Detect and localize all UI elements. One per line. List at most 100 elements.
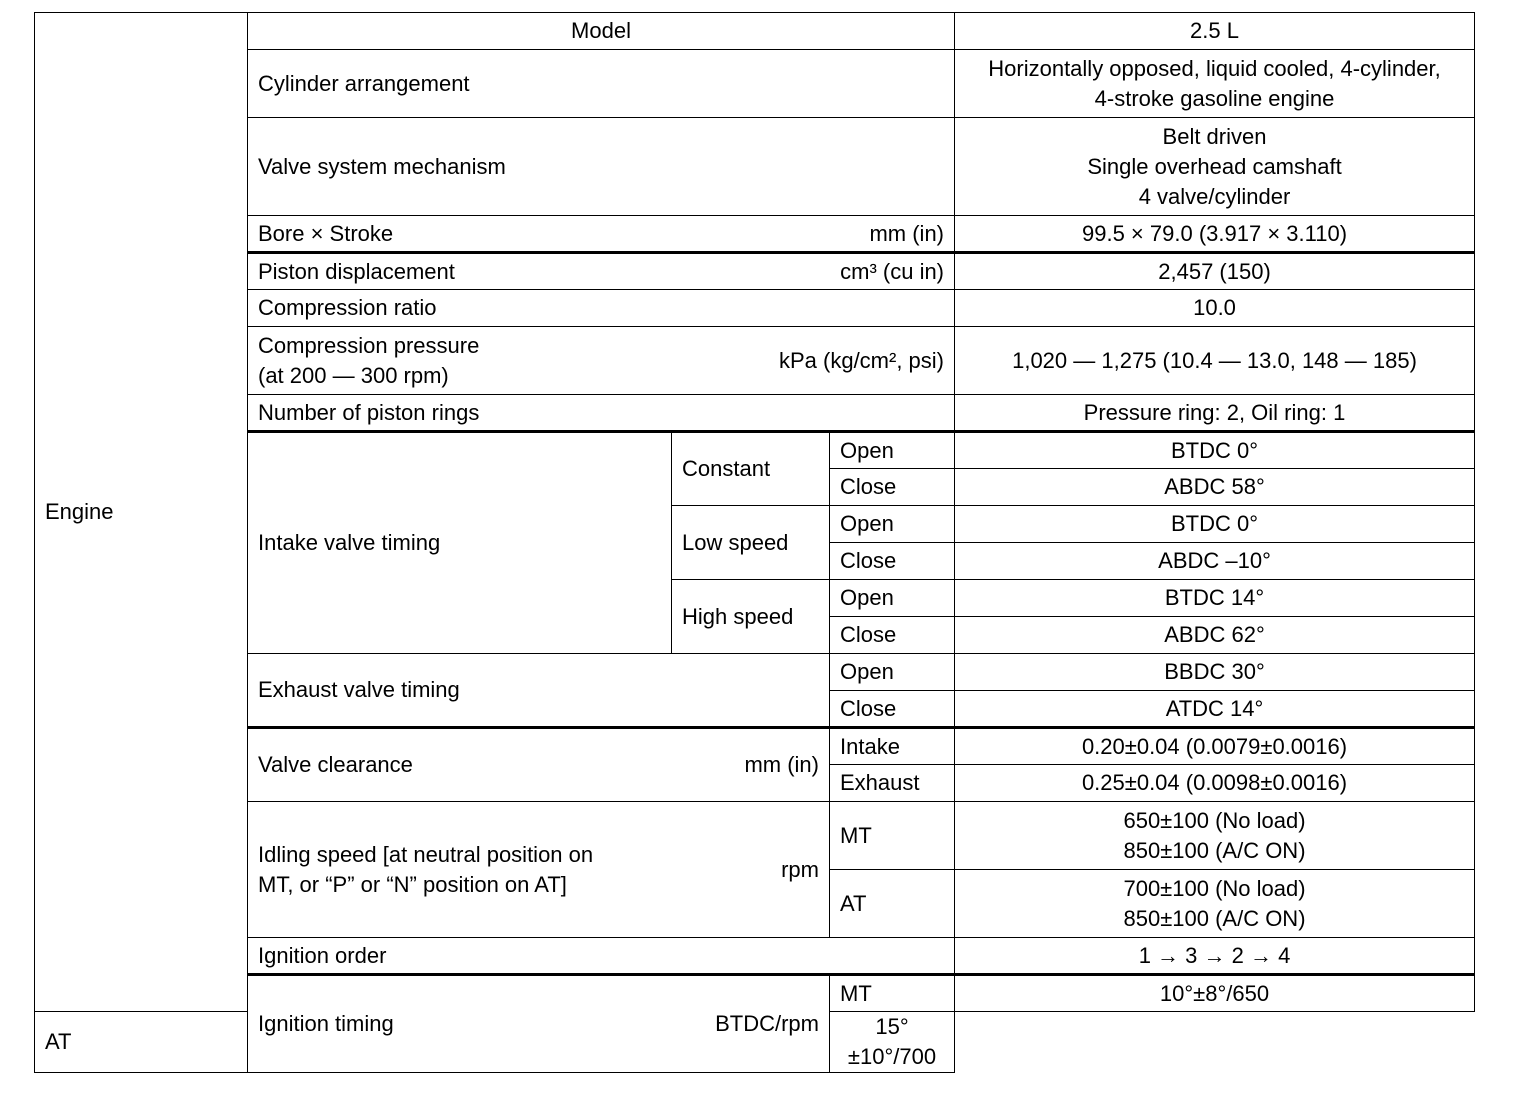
exhaust-value: 0.25±0.04 (0.0098±0.0016) bbox=[954, 764, 1476, 802]
line: 850±100 (A/C ON) bbox=[1123, 905, 1306, 931]
unit: rpm bbox=[781, 856, 819, 882]
label: Piston displacement bbox=[258, 258, 455, 284]
unit: kPa (kg/cm², psi) bbox=[778, 347, 945, 373]
engine-spec-table: Engine Model 2.5 L Cylinder arrangement … bbox=[34, 12, 1476, 1073]
open-value: BTDC 14° bbox=[954, 579, 1476, 617]
row-clearance-exhaust: Exhaust 0.25±0.04 (0.0098±0.0016) bbox=[35, 764, 1476, 802]
bore-label: Bore × Stroke mm (in) bbox=[246, 215, 956, 253]
exhaust-label: Exhaust bbox=[828, 764, 956, 802]
unit: cm³ (cu in) bbox=[840, 258, 945, 284]
row-ignition-mt: Ignition timing BTDC/rpm MT 10°±8°/650 bbox=[35, 973, 1476, 1073]
model-value: 2.5 L bbox=[954, 12, 1476, 50]
valve-clearance-label: Valve clearance mm (in) bbox=[247, 726, 830, 802]
row-bore: Bore × Stroke mm (in) 99.5 × 79.0 (3.917 … bbox=[35, 215, 1476, 253]
row-idling-mt: Idling speed [at neutral position on MT, … bbox=[35, 801, 1476, 938]
line: Single overhead camshaft bbox=[1087, 153, 1342, 179]
mt-label: MT bbox=[828, 973, 956, 1012]
line: (at 200 — 300 rpm) bbox=[258, 362, 449, 388]
open-value: BBDC 30° bbox=[954, 653, 1476, 691]
line: 850±100 (A/C ON) bbox=[1123, 837, 1306, 863]
close-value: ABDC –10° bbox=[954, 542, 1476, 580]
intake-group-label: High speed bbox=[671, 579, 830, 654]
row-ignition-at: AT 15°±10°/700 bbox=[34, 1011, 1475, 1073]
line: Horizontally opposed, liquid cooled, 4-c… bbox=[988, 55, 1441, 81]
row-displacement: Piston displacement cm³ (cu in) 2,457 (15… bbox=[35, 251, 1476, 290]
line: 650±100 (No load) bbox=[1123, 807, 1306, 833]
close-value: ATDC 14° bbox=[954, 690, 1476, 728]
at-label: AT bbox=[34, 1011, 248, 1073]
line: Compression pressure bbox=[258, 332, 480, 358]
label: Bore × Stroke bbox=[258, 220, 394, 246]
open-label: Open bbox=[828, 653, 956, 691]
ignition-mt-value: 10°±8°/650 bbox=[954, 973, 1476, 1012]
row-intake-high-open: High speed Open BTDC 14° bbox=[35, 579, 1476, 654]
bore-value: 99.5 × 79.0 (3.917 × 3.110) bbox=[954, 215, 1476, 253]
compression-ratio-label: Compression ratio bbox=[246, 289, 956, 327]
idling-label: Idling speed [at neutral position on MT, … bbox=[247, 801, 830, 938]
open-label: Open bbox=[828, 430, 956, 469]
row-valve-system: Valve system mechanism Belt driven Single… bbox=[35, 117, 1476, 216]
row-compression-ratio: Compression ratio 10.0 bbox=[35, 289, 1476, 327]
section-engine: Engine bbox=[34, 12, 248, 1012]
row-cylinder: Cylinder arrangement Horizontally oppose… bbox=[35, 49, 1476, 118]
row-idling-at: AT 700±100 (No load) 850±100 (A/C ON) bbox=[35, 869, 1476, 938]
cylinder-value: Horizontally opposed, liquid cooled, 4-c… bbox=[954, 49, 1476, 118]
intake-group-label: Constant bbox=[671, 430, 830, 506]
line: Belt driven bbox=[1162, 123, 1267, 149]
line: 4-stroke gasoline engine bbox=[1094, 85, 1335, 111]
line: Idling speed [at neutral position on bbox=[258, 841, 594, 867]
row-compression-pressure: Compression pressure (at 200 — 300 rpm) kP… bbox=[35, 326, 1476, 395]
close-value: ABDC 62° bbox=[954, 616, 1476, 654]
label: Idling speed [at neutral position on MT, … bbox=[258, 840, 593, 900]
piston-rings-label: Number of piston rings bbox=[246, 394, 956, 432]
displacement-label: Piston displacement cm³ (cu in) bbox=[246, 251, 956, 290]
row-ignition-order: Ignition order 1 → 3 → 2 → 4 bbox=[35, 937, 1476, 975]
label: Ignition timing bbox=[258, 1011, 394, 1036]
displacement-value: 2,457 (150) bbox=[954, 251, 1476, 290]
row-intake-constant-open: Intake valve timing Constant Open BTDC 0… bbox=[35, 430, 1476, 654]
valve-system-label: Valve system mechanism bbox=[246, 117, 956, 216]
intake-label: Intake bbox=[828, 726, 956, 765]
label: Compression pressure (at 200 — 300 rpm) bbox=[258, 331, 479, 391]
row-intake-high-close: Close ABDC 62° bbox=[35, 616, 1476, 654]
open-value: BTDC 0° bbox=[954, 430, 1476, 469]
ignition-order-value: 1 → 3 → 2 → 4 bbox=[954, 937, 1476, 975]
line: MT, or “P” or “N” position on AT] bbox=[258, 871, 567, 897]
row-piston-rings: Number of piston rings Pressure ring: 2,… bbox=[35, 394, 1476, 432]
close-label: Close bbox=[828, 468, 956, 506]
unit: BTDC/rpm bbox=[715, 1011, 819, 1036]
line: 4 valve/cylinder bbox=[1138, 183, 1291, 209]
unit: mm (in) bbox=[869, 220, 945, 246]
ignition-order-label: Ignition order bbox=[246, 937, 956, 975]
exhaust-timing-label: Exhaust valve timing bbox=[247, 653, 830, 728]
close-label: Close bbox=[828, 616, 956, 654]
intake-value: 0.20±0.04 (0.0079±0.0016) bbox=[954, 726, 1476, 765]
close-label: Close bbox=[828, 690, 956, 728]
idling-mt-value: 650±100 (No load) 850±100 (A/C ON) bbox=[954, 801, 1476, 870]
compression-pressure-value: 1,020 — 1,275 (10.4 — 13.0, 148 — 185) bbox=[954, 326, 1476, 395]
ignition-timing-label: Ignition timing BTDC/rpm bbox=[247, 973, 830, 1073]
close-label: Close bbox=[828, 542, 956, 580]
row-model: Engine Model 2.5 L bbox=[34, 12, 1476, 1012]
ignition-at-value: 15°±10°/700 bbox=[828, 1011, 956, 1073]
intake-group-label: Low speed bbox=[671, 505, 830, 580]
idling-at-value: 700±100 (No load) 850±100 (A/C ON) bbox=[954, 869, 1476, 938]
close-value: ABDC 58° bbox=[954, 468, 1476, 506]
at-label: AT bbox=[828, 869, 956, 938]
row-exhaust-open: Exhaust valve timing Open BBDC 30° bbox=[35, 653, 1476, 728]
valve-system-value: Belt driven Single overhead camshaft 4 val… bbox=[954, 117, 1476, 216]
model-label: Model bbox=[246, 12, 956, 50]
row-exhaust-close: Close ATDC 14° bbox=[35, 690, 1476, 728]
intake-timing-label: Intake valve timing bbox=[247, 430, 672, 654]
row-clearance-intake: Valve clearance mm (in) Intake 0.20±0.04 … bbox=[35, 726, 1476, 802]
unit: mm (in) bbox=[744, 752, 819, 777]
open-label: Open bbox=[828, 505, 956, 543]
open-value: BTDC 0° bbox=[954, 505, 1476, 543]
compression-pressure-label: Compression pressure (at 200 — 300 rpm) kP… bbox=[246, 326, 956, 395]
label: Valve clearance bbox=[258, 752, 413, 777]
mt-label: MT bbox=[828, 801, 956, 870]
cylinder-label: Cylinder arrangement bbox=[246, 49, 956, 118]
piston-rings-value: Pressure ring: 2, Oil ring: 1 bbox=[954, 394, 1476, 432]
open-label: Open bbox=[828, 579, 956, 617]
line: 700±100 (No load) bbox=[1123, 875, 1306, 901]
